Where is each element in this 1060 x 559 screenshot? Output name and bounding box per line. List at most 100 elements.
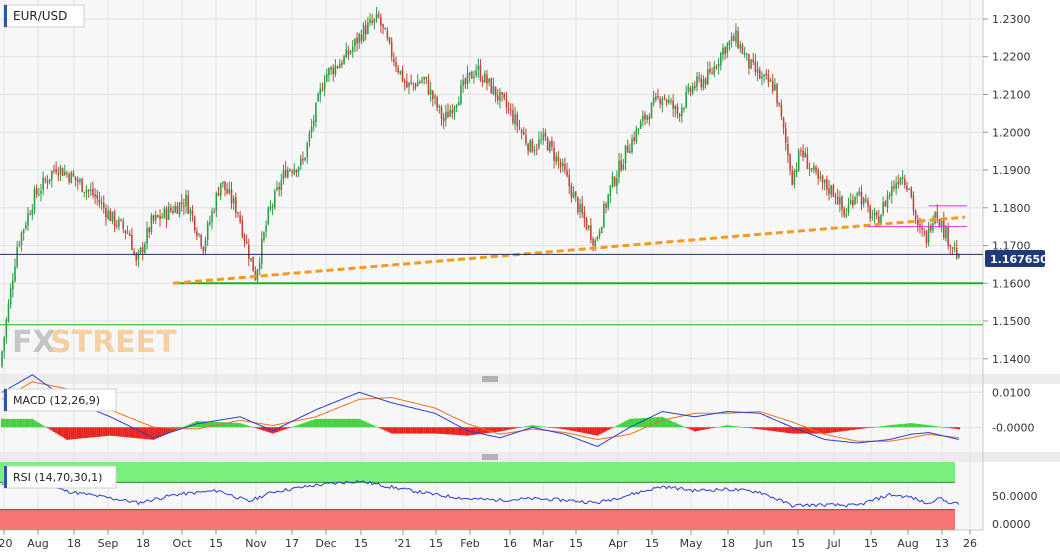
candle bbox=[113, 209, 116, 233]
candle bbox=[624, 145, 627, 171]
price-tick-label: 1.1800 bbox=[992, 202, 1031, 215]
candle bbox=[317, 91, 319, 102]
candle bbox=[525, 128, 527, 146]
candle bbox=[172, 205, 174, 215]
candle bbox=[566, 163, 568, 178]
candle bbox=[302, 151, 304, 165]
time-tick-label: Dec bbox=[315, 537, 336, 550]
candle bbox=[823, 179, 826, 191]
candle bbox=[514, 106, 516, 131]
candle bbox=[338, 59, 341, 69]
candle bbox=[663, 94, 666, 101]
candle bbox=[616, 170, 618, 195]
panel-resize-handle-2[interactable] bbox=[0, 452, 1060, 462]
candle bbox=[369, 13, 371, 27]
candle bbox=[672, 93, 674, 117]
symbol-label[interactable]: EUR/USD bbox=[3, 4, 85, 28]
candle bbox=[564, 157, 566, 174]
candle bbox=[204, 236, 207, 255]
candle bbox=[265, 220, 267, 238]
time-tick-label: 15 bbox=[569, 537, 583, 550]
rsi-oversold-zone bbox=[0, 509, 955, 530]
candle bbox=[245, 234, 248, 245]
candle bbox=[462, 74, 464, 94]
candle bbox=[256, 268, 259, 285]
candle bbox=[458, 96, 460, 106]
candle bbox=[603, 200, 605, 229]
candle bbox=[81, 177, 83, 193]
candle bbox=[611, 171, 614, 189]
candle bbox=[198, 233, 200, 238]
candle bbox=[945, 224, 947, 242]
candle bbox=[213, 208, 215, 214]
candle bbox=[810, 168, 813, 173]
candle bbox=[735, 23, 737, 47]
candle bbox=[295, 169, 298, 177]
candle bbox=[561, 158, 564, 173]
candle bbox=[613, 175, 616, 188]
candle bbox=[449, 104, 451, 117]
candle bbox=[572, 186, 575, 199]
candle bbox=[826, 175, 828, 196]
support-lines bbox=[0, 282, 983, 326]
candle bbox=[808, 162, 811, 177]
candle bbox=[622, 158, 625, 171]
macd-histogram bbox=[1, 416, 961, 440]
candle bbox=[196, 227, 198, 240]
candle bbox=[501, 91, 503, 102]
candle bbox=[141, 242, 144, 261]
candle bbox=[923, 228, 926, 237]
candle bbox=[468, 72, 471, 83]
candle bbox=[769, 77, 772, 82]
candle bbox=[832, 183, 835, 198]
candle bbox=[499, 87, 501, 109]
candle bbox=[120, 218, 122, 222]
handle-grip-1[interactable] bbox=[482, 376, 498, 382]
candle bbox=[529, 138, 532, 154]
time-tick-label: 15 bbox=[209, 537, 223, 550]
candle bbox=[813, 162, 815, 174]
candle bbox=[267, 205, 270, 226]
panel-resize-handle-1[interactable] bbox=[0, 374, 1060, 384]
price-tick-label: 1.1400 bbox=[992, 353, 1031, 366]
candle bbox=[509, 103, 512, 117]
candle bbox=[505, 91, 508, 114]
candle bbox=[687, 82, 690, 95]
candle bbox=[193, 215, 196, 234]
candle bbox=[953, 241, 956, 253]
candle bbox=[618, 152, 620, 184]
candle bbox=[425, 76, 428, 84]
time-tick-label: Mar bbox=[533, 537, 554, 550]
candle bbox=[180, 194, 183, 212]
candle bbox=[929, 223, 932, 233]
handle-grip-2[interactable] bbox=[482, 454, 498, 460]
candle bbox=[118, 216, 120, 231]
candle bbox=[780, 99, 783, 121]
rsi-label[interactable]: RSI (14,70,30,1) bbox=[3, 465, 117, 489]
candle bbox=[596, 235, 599, 242]
candle bbox=[310, 118, 313, 139]
candle bbox=[936, 204, 939, 224]
candle bbox=[289, 168, 291, 172]
candle bbox=[681, 103, 683, 123]
candle bbox=[243, 233, 246, 248]
candle bbox=[607, 193, 609, 211]
candle bbox=[206, 220, 209, 247]
macd-label[interactable]: MACD (12,26,9) bbox=[3, 388, 117, 412]
candle bbox=[61, 167, 64, 177]
candle bbox=[373, 18, 376, 30]
candle bbox=[412, 82, 415, 92]
candle bbox=[871, 209, 874, 221]
candle bbox=[297, 166, 300, 178]
candle bbox=[447, 103, 449, 118]
candle bbox=[605, 201, 607, 214]
candle bbox=[455, 103, 458, 113]
candle bbox=[839, 190, 841, 213]
candle bbox=[830, 184, 832, 198]
candle bbox=[50, 170, 53, 188]
candle bbox=[557, 151, 560, 169]
candle bbox=[384, 27, 387, 30]
candle bbox=[211, 207, 213, 230]
time-tick-label: Sep bbox=[98, 537, 119, 550]
current-price-label: 1.167650 bbox=[985, 250, 1048, 267]
